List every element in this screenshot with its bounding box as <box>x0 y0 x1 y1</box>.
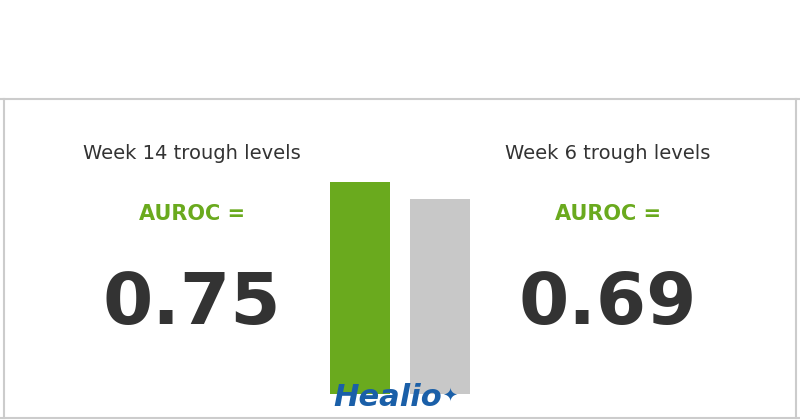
Text: predicted sustained remission in pediatric IBD:: predicted sustained remission in pediatr… <box>104 67 696 87</box>
Text: AUROC =: AUROC = <box>139 205 245 224</box>
Bar <box>410 199 470 394</box>
Text: Healio: Healio <box>334 383 442 412</box>
Text: Week 6 trough levels: Week 6 trough levels <box>506 144 710 163</box>
Text: 0.75: 0.75 <box>102 270 282 339</box>
Text: AUROC =: AUROC = <box>555 205 661 224</box>
Text: Data showed week 14 infliximab trough levels better: Data showed week 14 infliximab trough le… <box>67 24 733 45</box>
Bar <box>330 182 390 394</box>
Text: 0.69: 0.69 <box>519 270 697 339</box>
Text: Week 14 trough levels: Week 14 trough levels <box>83 144 301 163</box>
Text: ✦: ✦ <box>442 388 457 406</box>
